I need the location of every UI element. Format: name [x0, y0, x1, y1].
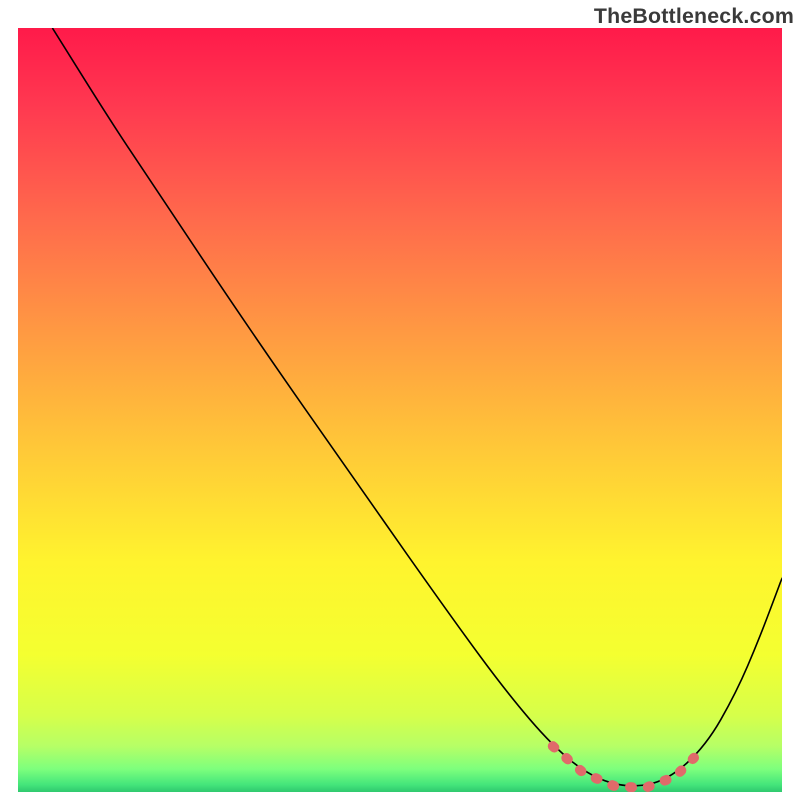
watermark-text: TheBottleneck.com — [594, 4, 794, 29]
plot-area — [18, 28, 782, 792]
valley-highlight — [553, 746, 702, 788]
main-curve — [52, 28, 782, 786]
chart-container: TheBottleneck.com — [0, 0, 800, 800]
curve-layer — [18, 28, 782, 792]
